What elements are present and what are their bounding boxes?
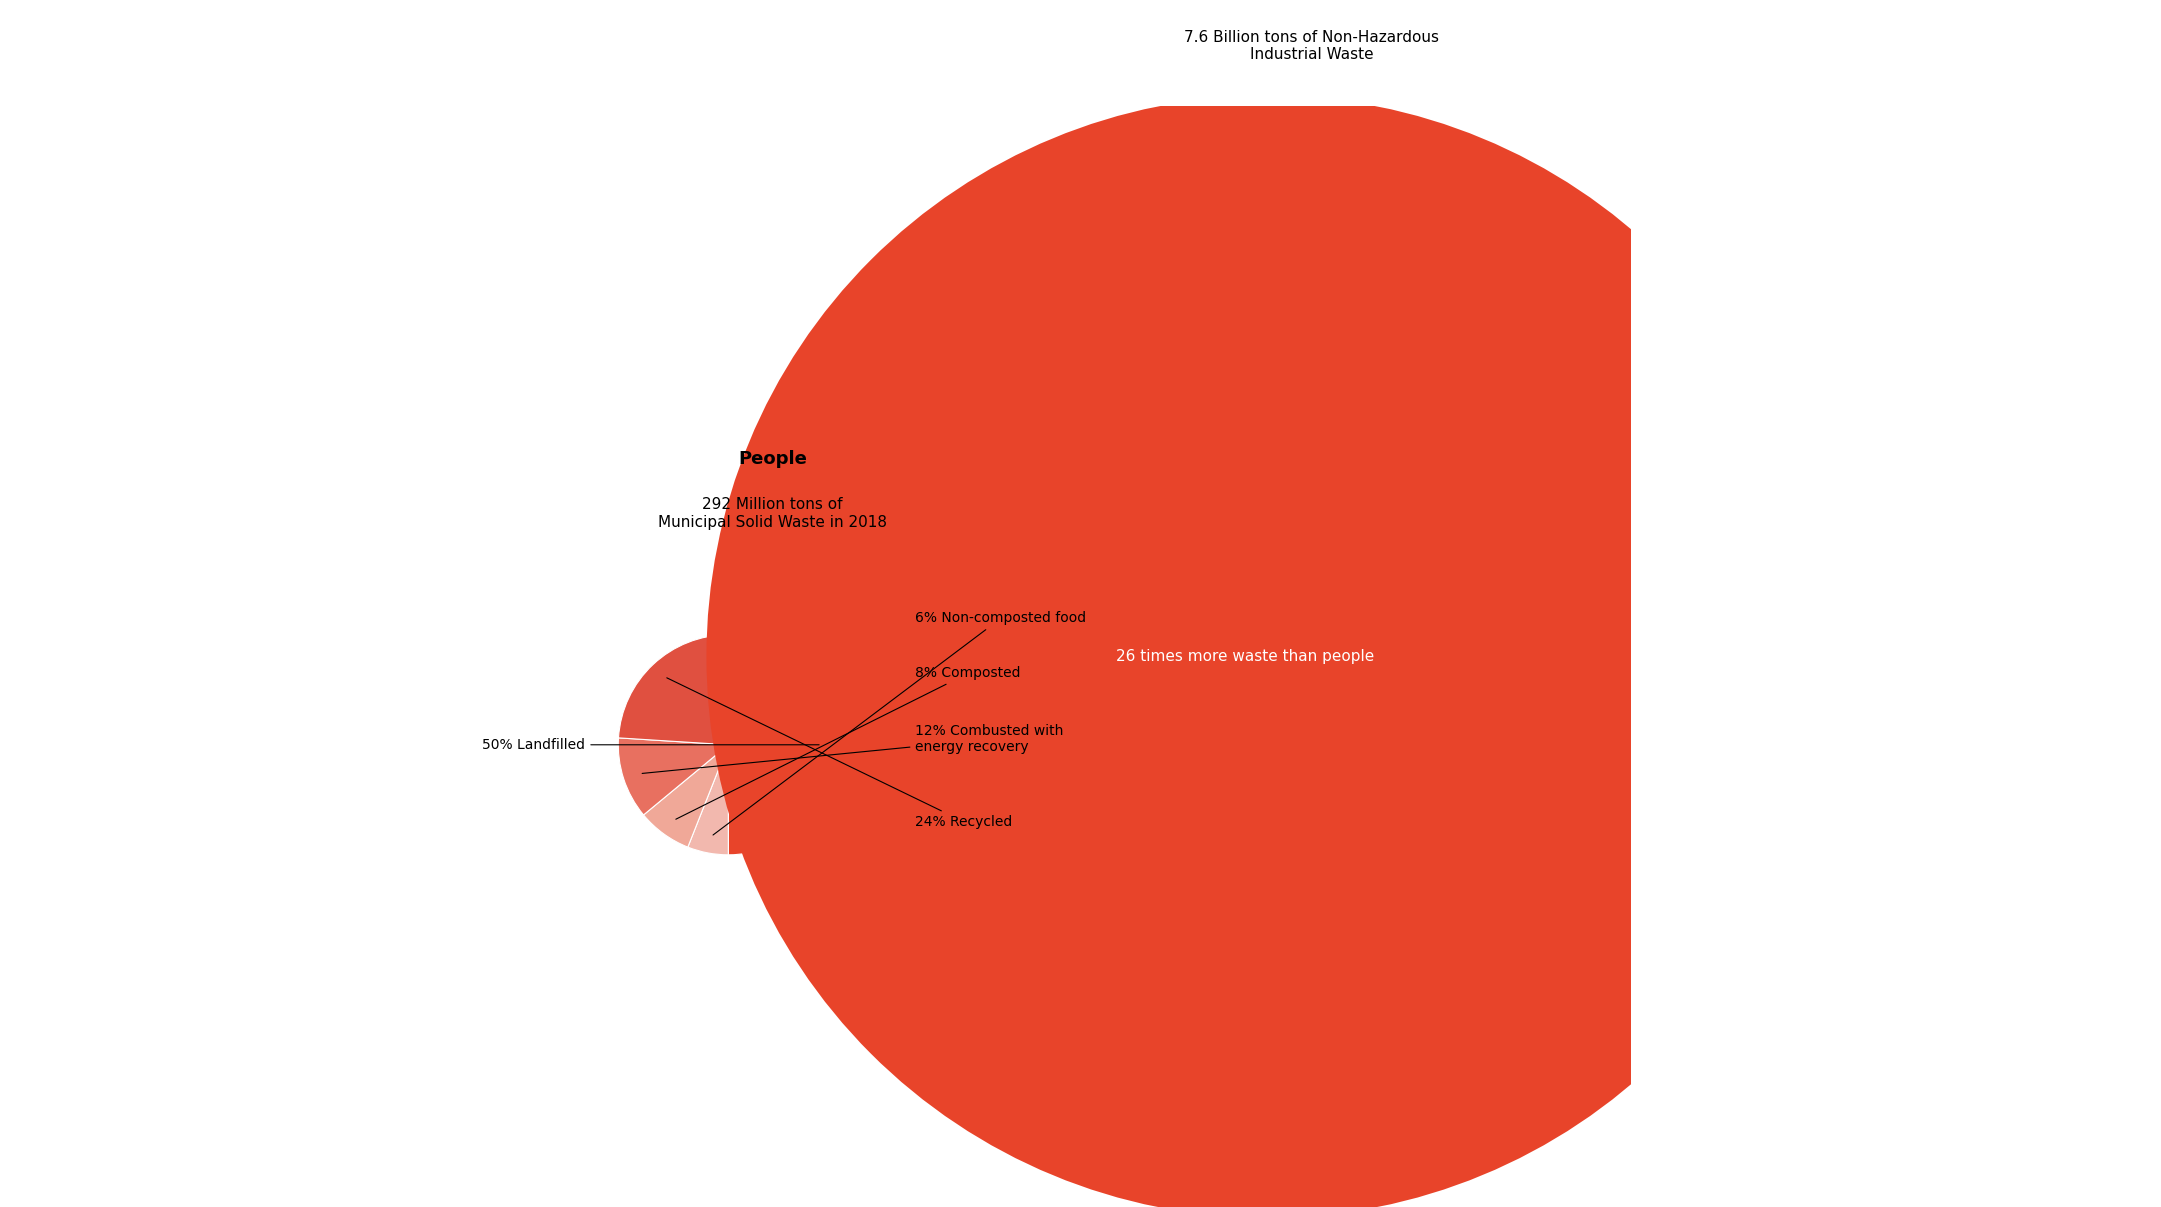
Text: People: People: [737, 450, 806, 467]
Text: 50% Landfilled: 50% Landfilled: [482, 737, 819, 752]
Text: 7.6 Billion tons of Non-Hazardous
Industrial Waste: 7.6 Billion tons of Non-Hazardous Indust…: [1184, 30, 1439, 63]
Wedge shape: [618, 737, 728, 815]
Text: 12% Combusted with
energy recovery: 12% Combusted with energy recovery: [642, 724, 1063, 774]
Text: 292 Million tons of
Municipal Solid Waste in 2018: 292 Million tons of Municipal Solid Wast…: [657, 497, 886, 530]
Wedge shape: [618, 635, 728, 745]
Text: 6% Non-composted food: 6% Non-composted food: [713, 611, 1087, 835]
Text: 24% Recycled: 24% Recycled: [668, 678, 1014, 829]
Circle shape: [707, 95, 1828, 1207]
Text: 26 times more waste than people: 26 times more waste than people: [1117, 649, 1374, 664]
Wedge shape: [644, 745, 728, 847]
Wedge shape: [728, 635, 838, 855]
Text: 8% Composted: 8% Composted: [676, 666, 1020, 820]
Wedge shape: [687, 745, 728, 855]
